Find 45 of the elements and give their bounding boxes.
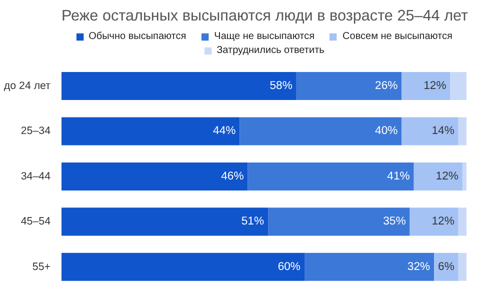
bar (450, 72, 466, 100)
legend-label: Чаще не высыпаются (214, 31, 315, 42)
bar (458, 252, 466, 281)
legend-label: Обычно высыпаются (88, 31, 186, 42)
data-label: 46% (221, 170, 244, 182)
data-label: 51% (241, 216, 264, 228)
bar (62, 162, 248, 190)
bar (462, 162, 466, 190)
bar (62, 252, 304, 281)
data-label: 14% (432, 125, 454, 138)
bar (62, 72, 296, 100)
data-label: 44% (213, 125, 236, 138)
bar (304, 252, 434, 281)
legend-label: Совсем не высыпаются (342, 31, 452, 42)
y-tick-label: 45–54 (20, 216, 51, 228)
bar (62, 117, 240, 146)
bar (402, 117, 458, 146)
data-label: 12% (424, 80, 446, 92)
data-label: 58% (270, 80, 292, 92)
data-label: 12% (432, 216, 454, 228)
bar (240, 117, 402, 146)
data-label: 6% (438, 260, 454, 273)
chart-title: Реже остальных высыпаются люди в возрасте 25–44 лет (62, 8, 468, 24)
bar (268, 208, 410, 236)
data-label: 12% (436, 170, 458, 182)
y-tick-label: 55+ (32, 260, 50, 273)
data-label: 41% (387, 170, 410, 182)
data-label: 26% (375, 80, 398, 92)
bar (434, 252, 458, 281)
bar (296, 72, 402, 100)
y-tick-label: до 24 лет (4, 80, 51, 92)
data-label: 60% (278, 260, 301, 273)
y-tick-label: 25–34 (20, 125, 51, 138)
data-label: 40% (375, 125, 398, 138)
legend-label: Затруднились ответить (216, 45, 324, 56)
data-label: 32% (407, 260, 430, 273)
bar (62, 208, 268, 236)
bar (458, 208, 466, 236)
data-label: 35% (383, 216, 406, 228)
bar (410, 208, 458, 236)
y-tick-label: 34–44 (20, 170, 51, 182)
bar (414, 162, 462, 190)
bar (458, 117, 466, 146)
bar (248, 162, 414, 190)
bar (402, 72, 450, 100)
